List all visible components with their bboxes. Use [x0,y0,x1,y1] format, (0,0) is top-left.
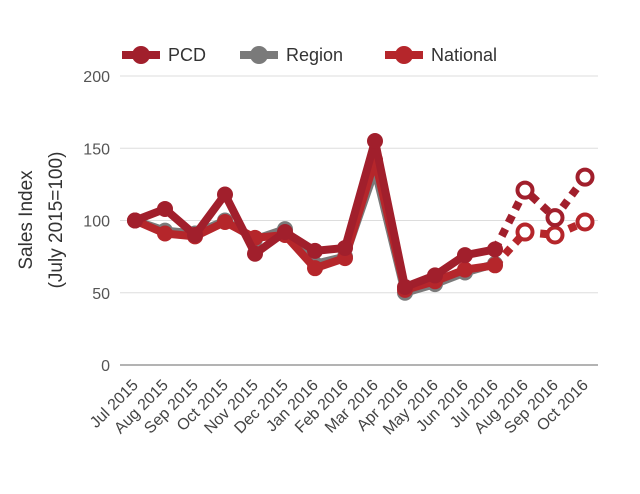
projected-point [575,167,595,187]
data-point [307,242,323,259]
projected-point [515,180,535,200]
legend-swatch-marker [395,46,413,64]
data-point [157,200,173,217]
data-point [337,239,353,256]
legend-label: PCD [168,45,206,65]
data-point [457,261,473,278]
legend-item-national: National [385,45,497,65]
data-point [157,225,173,242]
legend-swatch-marker [132,46,150,64]
y-axis-title-line-1: Sales Index [16,170,37,270]
y-axis-title-line-2: (July 2015=100) [46,152,67,289]
data-point [217,186,233,203]
projected-point [575,212,595,232]
data-point [247,245,263,262]
data-point [457,247,473,264]
data-point [367,133,383,150]
y-tick-label: 150 [83,141,110,158]
y-tick-label: 0 [101,358,110,375]
legend-item-region: Region [240,45,343,65]
projected-point [545,208,565,228]
legend-label: Region [286,45,343,65]
y-tick-label: 200 [83,69,110,86]
projected-point [545,225,565,245]
y-tick-label: 100 [83,214,110,231]
data-point [487,257,503,274]
projected-point [515,222,535,242]
legend-swatch-marker [250,46,268,64]
y-axis-title: Sales Index (July 2015=100) [16,152,67,289]
legend: PCD Region National [122,45,497,65]
data-point [307,260,323,277]
data-point [487,241,503,258]
legend-item-pcd: PCD [122,45,206,65]
data-point [427,267,443,284]
data-point [397,278,413,295]
series-pcd [127,133,595,295]
data-point [277,224,293,241]
legend-label: National [431,45,497,65]
data-point [217,213,233,230]
projected-line-national [492,218,587,268]
data-point [127,212,143,229]
series-lines [127,133,595,301]
y-tick-label: 50 [92,286,110,303]
y-axis-ticks: 0 50 100 150 200 [83,69,110,375]
projected-line-pcd [491,174,589,252]
data-point [187,226,203,243]
